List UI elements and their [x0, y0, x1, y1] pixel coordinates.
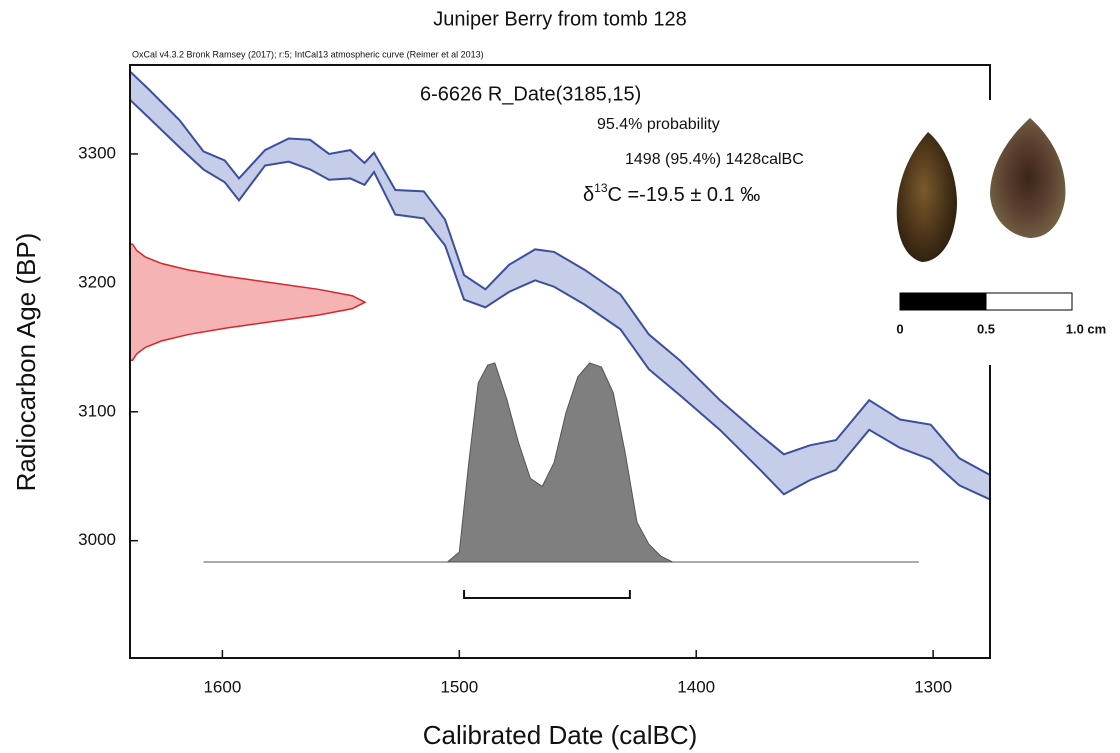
- y-tick-label: 3100: [78, 401, 116, 420]
- x-tick-label: 1600: [203, 677, 241, 696]
- annotations: 6-6626 R_Date(3185,15) 95.4% probability…: [420, 83, 804, 206]
- radiocarbon-distribution: [129, 243, 367, 361]
- x-axis-label: Calibrated Date (calBC): [423, 720, 698, 750]
- photo: [896, 118, 1066, 262]
- y-tick-label: 3000: [78, 530, 116, 549]
- scale-label: 0: [896, 321, 903, 336]
- scale-segment: [899, 292, 987, 311]
- chart-subtitle: OxCal v4.3.2 Bronk Ramsey (2017); r:5; I…: [132, 49, 484, 59]
- berry-left: [896, 132, 957, 262]
- scale-label: 0.5: [977, 321, 995, 336]
- x-tick-label: 1300: [914, 677, 952, 696]
- x-tick-label: 1400: [677, 677, 715, 696]
- probability-label: 95.4% probability: [597, 116, 720, 133]
- chart-title: Juniper Berry from tomb 128: [433, 8, 686, 30]
- delta-symbol: δ: [583, 184, 594, 206]
- y-tick-label: 3200: [78, 272, 116, 291]
- y-axis-label: Radiocarbon Age (BP): [11, 233, 41, 492]
- delta-label: δ13C =-19.5 ± 0.1 ‰: [583, 181, 760, 206]
- scale-segment: [985, 292, 1073, 311]
- curve-upper: [129, 70, 991, 476]
- delta-sup: 13: [594, 181, 608, 195]
- sample-label: 6-6626 R_Date(3185,15): [420, 83, 641, 105]
- scale-bar: 0 0.5 1.0 cm: [896, 292, 1106, 336]
- delta-text: C =-19.5 ± 0.1 ‰: [608, 184, 761, 206]
- plot-frame: [129, 64, 991, 659]
- y-tick-label: 3300: [78, 143, 116, 162]
- scale-label: 1.0 cm: [1066, 321, 1106, 336]
- interval-label: 1498 (95.4%) 1428calBC: [625, 151, 804, 168]
- berry-right: [990, 118, 1066, 238]
- curve-lower: [129, 99, 991, 501]
- plot-area: 1600 1500 1400 1300 3000 3100 3200 3300: [78, 70, 991, 696]
- x-tick-label: 1500: [440, 677, 478, 696]
- calibrated-distribution: [203, 362, 919, 563]
